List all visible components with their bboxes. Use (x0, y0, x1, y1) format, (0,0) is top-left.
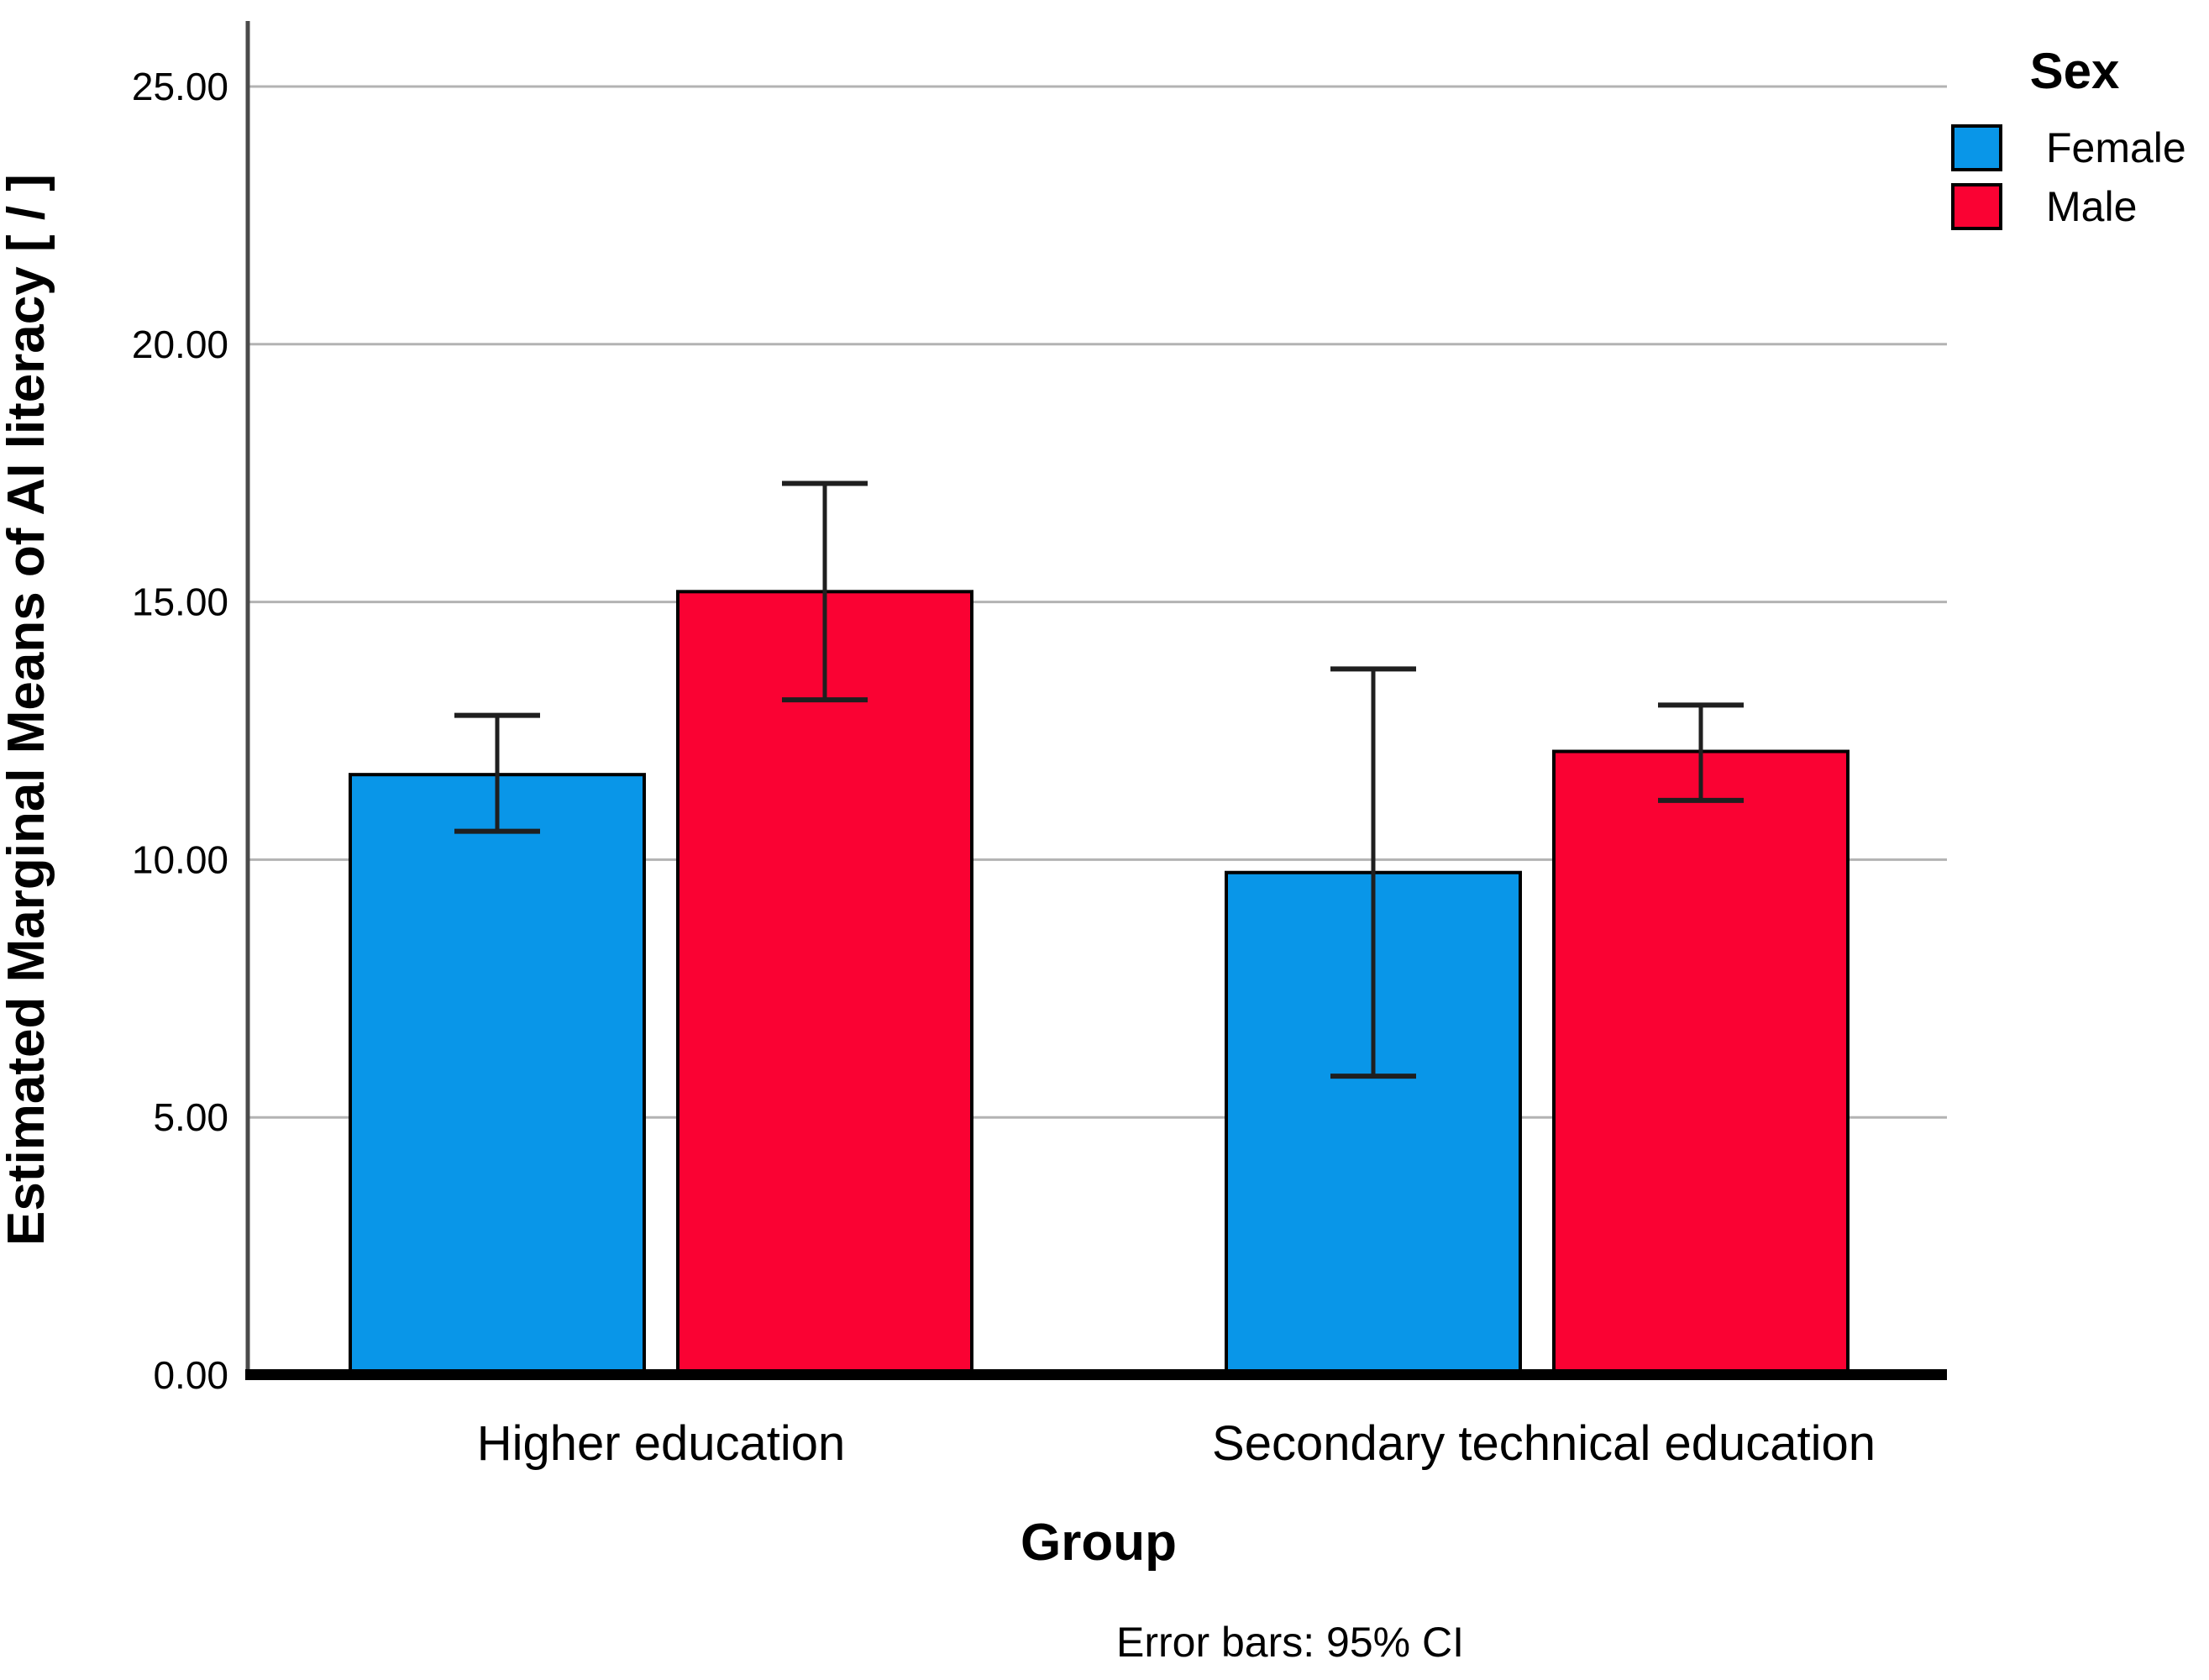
bar-male-secondary-technical-education (1552, 749, 1850, 1376)
legend-label-female: Female (2046, 124, 2186, 171)
y-tick-label-5: 5.00 (153, 1095, 228, 1139)
bar-female-higher-education (349, 773, 646, 1376)
y-tick-label-20: 20.00 (132, 323, 228, 366)
x-axis-title: Group (1021, 1514, 1177, 1572)
y-tick-label-25: 25.00 (132, 65, 228, 108)
x-category-label-secondary-technical-education: Secondary technical education (1212, 1416, 1876, 1471)
legend-swatch-female (1951, 124, 2002, 171)
error-bars-caption: Error bars: 95% CI (1116, 1619, 1464, 1666)
legend-title: Sex (2030, 43, 2120, 99)
x-category-label-higher-education: Higher education (477, 1416, 846, 1471)
y-tick-label-15: 15.00 (132, 580, 228, 624)
y-axis-title: Estimated Marginal Means of AI literacy … (0, 174, 55, 1246)
legend-label-male: Male (2046, 183, 2137, 230)
y-tick-label-0: 0.00 (153, 1353, 228, 1397)
x-axis-baseline (245, 1369, 1947, 1380)
legend-swatch-male (1951, 183, 2002, 230)
bar-male-higher-education (676, 590, 973, 1376)
y-tick-label-10: 10.00 (132, 837, 228, 881)
